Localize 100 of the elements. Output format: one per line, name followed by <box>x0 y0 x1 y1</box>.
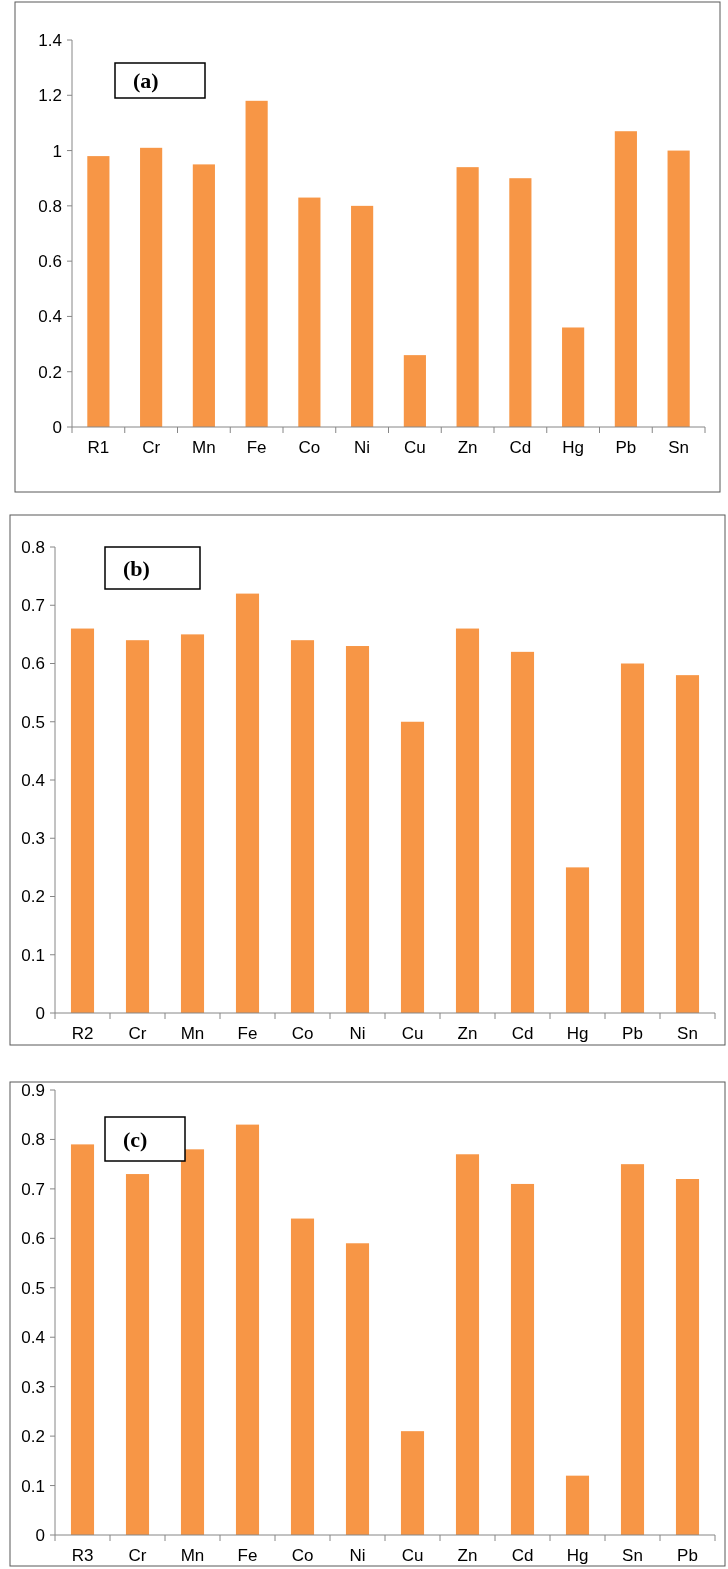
y-tick-label: 0.7 <box>21 596 45 616</box>
bar <box>565 867 590 1013</box>
bar <box>400 721 425 1013</box>
annotation: (a) <box>133 68 159 94</box>
x-tick-label: Cu <box>401 1546 424 1565</box>
y-tick-label: 0.4 <box>21 770 45 790</box>
y-tick-label: 0.6 <box>38 252 62 272</box>
bar <box>455 1154 480 1535</box>
x-tick-label: Cr <box>128 1024 147 1043</box>
x-tick-label: Cd <box>511 1546 534 1565</box>
y-tick-label: 0.6 <box>21 1229 45 1249</box>
bar <box>180 634 205 1013</box>
y-tick-label: 0.8 <box>21 1130 45 1150</box>
annotation: (c) <box>123 1126 148 1152</box>
x-tick-label: Co <box>291 1024 314 1043</box>
y-tick-label: 1.4 <box>38 30 62 50</box>
bar <box>675 1179 700 1535</box>
x-tick-label: Co <box>291 1546 314 1565</box>
bar <box>235 593 260 1013</box>
x-tick-label: Ni <box>354 438 371 457</box>
y-tick-label: 0.7 <box>21 1179 45 1199</box>
bar <box>298 197 321 427</box>
bar <box>455 628 480 1013</box>
y-tick-label: 0.4 <box>21 1328 45 1348</box>
y-tick-label: 1.2 <box>38 86 62 106</box>
y-tick-label: 0.2 <box>21 1427 45 1447</box>
x-tick-label: Co <box>298 438 321 457</box>
x-tick-label: Mn <box>180 1024 205 1043</box>
bar <box>290 1218 315 1535</box>
x-tick-label: Cr <box>142 438 161 457</box>
x-tick-label: Sn <box>668 438 690 457</box>
x-tick-label: Mn <box>192 438 216 457</box>
x-tick-label: Zn <box>457 1024 478 1043</box>
x-tick-label: Hg <box>562 438 584 457</box>
y-tick-label: 0.8 <box>38 196 62 216</box>
y-tick-label: 0.1 <box>21 1476 45 1496</box>
y-tick-label: 0.3 <box>21 1377 45 1397</box>
x-tick-label: Ni <box>349 1546 366 1565</box>
x-tick-label: Sn <box>677 1024 698 1043</box>
x-tick-label: Sn <box>622 1546 643 1565</box>
y-tick-label: 0.5 <box>21 1278 45 1298</box>
bar <box>620 663 645 1013</box>
x-tick-label: Hg <box>566 1024 589 1043</box>
bar <box>620 1164 645 1535</box>
y-tick-label: 0 <box>35 1525 45 1545</box>
x-tick-label: R1 <box>87 438 110 457</box>
bar <box>675 675 700 1013</box>
y-tick-label: 0.4 <box>38 307 62 327</box>
bar <box>345 646 370 1013</box>
y-tick-label: 1 <box>52 141 62 161</box>
bar <box>509 178 532 427</box>
y-tick-label: 0.1 <box>21 945 45 965</box>
annotation: (b) <box>123 555 150 581</box>
bar <box>125 1174 150 1535</box>
x-tick-label: Pb <box>622 1024 643 1043</box>
y-tick-label: 0 <box>52 417 62 437</box>
x-tick-label: R2 <box>71 1024 94 1043</box>
x-tick-label: Fe <box>237 1024 258 1043</box>
x-tick-label: Pb <box>615 438 637 457</box>
y-tick-label: 0.5 <box>21 712 45 732</box>
bar <box>70 628 95 1013</box>
y-tick-label: 0.2 <box>21 887 45 907</box>
bar <box>614 131 637 427</box>
x-tick-label: Cu <box>401 1024 424 1043</box>
bar <box>510 1183 535 1535</box>
x-tick-label: Pb <box>677 1546 698 1565</box>
y-tick-label: 0.3 <box>21 829 45 849</box>
bar <box>403 355 426 427</box>
bar <box>565 1475 590 1535</box>
x-tick-label: Zn <box>457 438 478 457</box>
y-tick-label: 0.6 <box>21 654 45 674</box>
bar <box>456 167 479 427</box>
bar <box>400 1431 425 1535</box>
bar <box>351 205 374 427</box>
bar <box>192 164 215 427</box>
bar <box>140 147 163 427</box>
x-tick-label: Ni <box>349 1024 366 1043</box>
y-tick-label: 0.9 <box>21 1080 45 1100</box>
x-tick-label: Cd <box>509 438 532 457</box>
y-tick-label: 0.2 <box>38 362 62 382</box>
bar <box>345 1243 370 1535</box>
bar <box>180 1149 205 1535</box>
bar <box>290 640 315 1013</box>
x-tick-label: Mn <box>180 1546 205 1565</box>
bar <box>562 327 585 427</box>
bar <box>87 156 110 427</box>
bar <box>235 1124 260 1535</box>
bar <box>125 640 150 1013</box>
bar <box>70 1144 95 1535</box>
bar <box>245 100 268 427</box>
bar <box>510 651 535 1013</box>
x-tick-label: Cr <box>128 1546 147 1565</box>
y-tick-label: 0 <box>35 1003 45 1023</box>
x-tick-label: R3 <box>71 1546 94 1565</box>
bar <box>667 150 690 427</box>
x-tick-label: Fe <box>246 438 267 457</box>
x-tick-label: Cu <box>404 438 426 457</box>
x-tick-label: Cd <box>511 1024 534 1043</box>
x-tick-label: Zn <box>457 1546 478 1565</box>
y-tick-label: 0.8 <box>21 537 45 557</box>
